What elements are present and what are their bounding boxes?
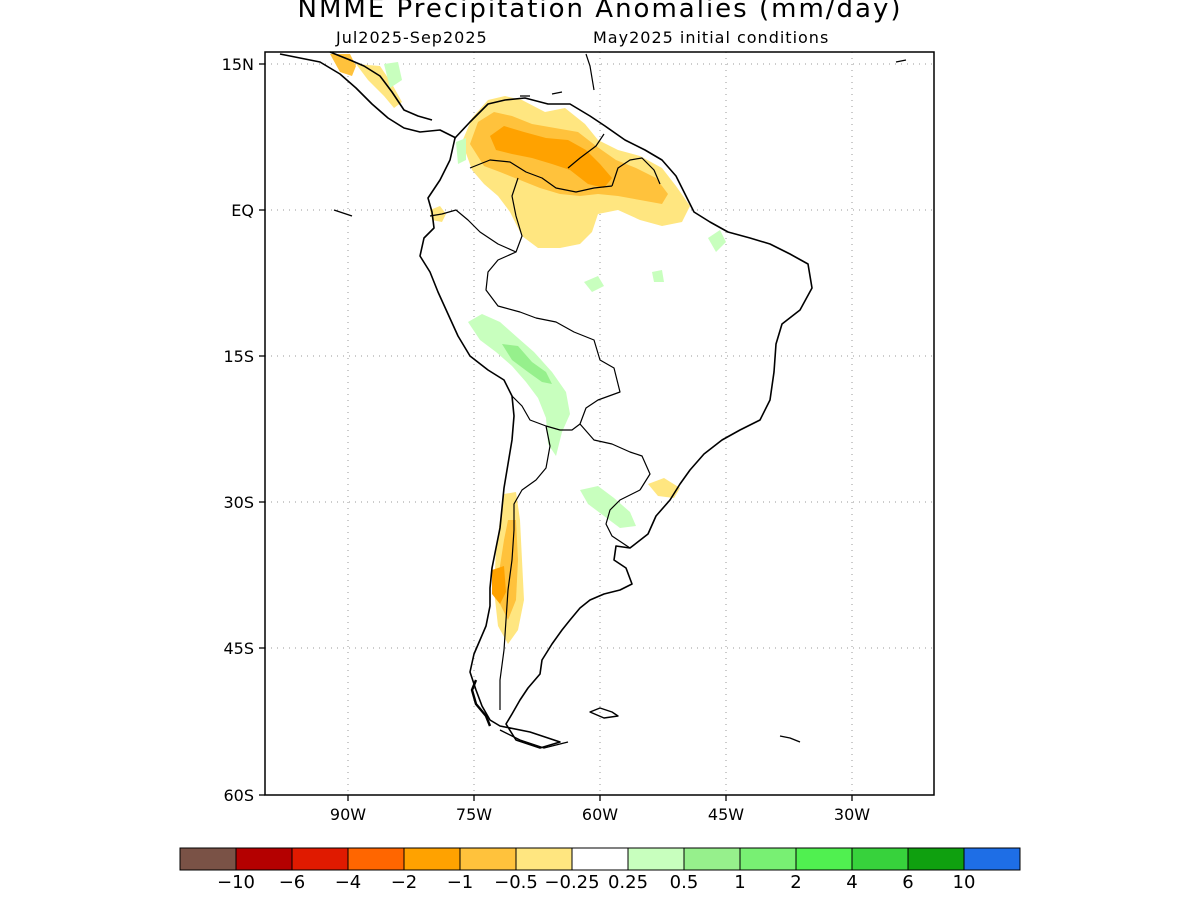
wet-anomaly-argentina <box>580 486 636 528</box>
colorbar-label: 6 <box>902 872 913 893</box>
colorbar-label: 4 <box>846 872 857 893</box>
longitude-labels: 90W 75W 60W 45W 30W <box>330 805 870 824</box>
dry-anomaly-southern-brazil <box>648 478 680 498</box>
lat-label-45s: 45S <box>223 639 254 658</box>
tierra-del-fuego <box>499 729 569 749</box>
map-title: NMME Precipitation Anomalies (mm/day) <box>297 0 903 24</box>
colorbar-label: 1 <box>734 872 745 893</box>
latitude-labels: 15N EQ 15S 30S 45S 60S <box>222 55 254 805</box>
colorbar-swatch <box>515 847 573 871</box>
wet-anomaly-colombia <box>456 138 466 164</box>
colorbar-swatch <box>235 847 293 871</box>
colorbar-label: −2 <box>391 872 418 893</box>
colorbar-swatch <box>963 847 1021 871</box>
lon-label-45w: 45W <box>708 805 744 824</box>
dry-anomaly-chile-strong <box>492 566 506 604</box>
colorbar-label: 0.25 <box>608 872 648 893</box>
colorbar-swatch <box>347 847 405 871</box>
colorbar-swatch <box>795 847 853 871</box>
dry-anomaly-central-america-light <box>356 64 402 108</box>
lat-label-30s: 30S <box>223 493 254 512</box>
chile-archipelago <box>470 679 492 727</box>
colorbar-label: 10 <box>953 872 976 893</box>
initial-conditions-label: May2025 initial conditions <box>593 28 830 47</box>
south-georgia <box>779 735 801 743</box>
colorbar-swatch <box>571 847 629 871</box>
country-borders <box>429 133 661 710</box>
wet-anomaly-andes-peru <box>468 314 570 456</box>
colorbar-label: −6 <box>279 872 306 893</box>
tick-marks <box>259 63 853 801</box>
wet-anomaly-central-america <box>384 62 402 88</box>
colorbar-swatch <box>291 847 349 871</box>
lon-label-75w: 75W <box>456 805 492 824</box>
wet-anomaly-andes-core <box>502 344 552 384</box>
colorbar: −10 −6 −4 −2 −1 −0.5 −0.25 0.25 0.5 1 2 4 6 10 <box>179 847 1021 893</box>
caribbean-islands <box>520 53 907 97</box>
colorbar-label: −0.25 <box>544 872 599 893</box>
lat-label-60s: 60S <box>223 786 254 805</box>
central-america-coastline <box>279 53 457 139</box>
colorbar-label: −0.5 <box>494 872 538 893</box>
colorbar-swatch <box>739 847 797 871</box>
lat-label-15s: 15S <box>223 347 254 366</box>
colorbar-swatch <box>627 847 685 871</box>
dry-anomaly-strong <box>490 126 612 188</box>
colorbar-label: −10 <box>217 872 255 893</box>
falklands <box>589 707 619 719</box>
lon-label-90w: 90W <box>330 805 366 824</box>
colorbar-swatch <box>179 847 237 871</box>
colorbar-swatch <box>851 847 909 871</box>
dry-anomaly-ecuador <box>430 206 446 222</box>
south-america-coastline <box>419 97 813 749</box>
wet-anomaly-small <box>652 270 664 282</box>
colorbar-swatch <box>683 847 741 871</box>
central-america-north-coast <box>329 51 433 121</box>
lon-label-60w: 60W <box>582 805 618 824</box>
lon-label-30w: 30W <box>834 805 870 824</box>
lat-label-15n: 15N <box>222 55 254 74</box>
coastlines <box>279 51 907 749</box>
colorbar-swatch <box>403 847 461 871</box>
colorbar-label: −1 <box>447 872 474 893</box>
anomaly-shading <box>330 54 726 644</box>
wet-anomaly-east-brazil <box>708 230 726 252</box>
lat-label-eq: EQ <box>231 201 254 220</box>
colorbar-swatch <box>459 847 517 871</box>
colorbar-label: −4 <box>335 872 362 893</box>
season-label: Jul2025-Sep2025 <box>336 28 488 47</box>
wet-anomaly-amazon <box>584 276 604 292</box>
colorbar-label: 0.5 <box>670 872 699 893</box>
colorbar-swatch <box>907 847 965 871</box>
galapagos <box>333 209 353 217</box>
colorbar-label: 2 <box>790 872 801 893</box>
